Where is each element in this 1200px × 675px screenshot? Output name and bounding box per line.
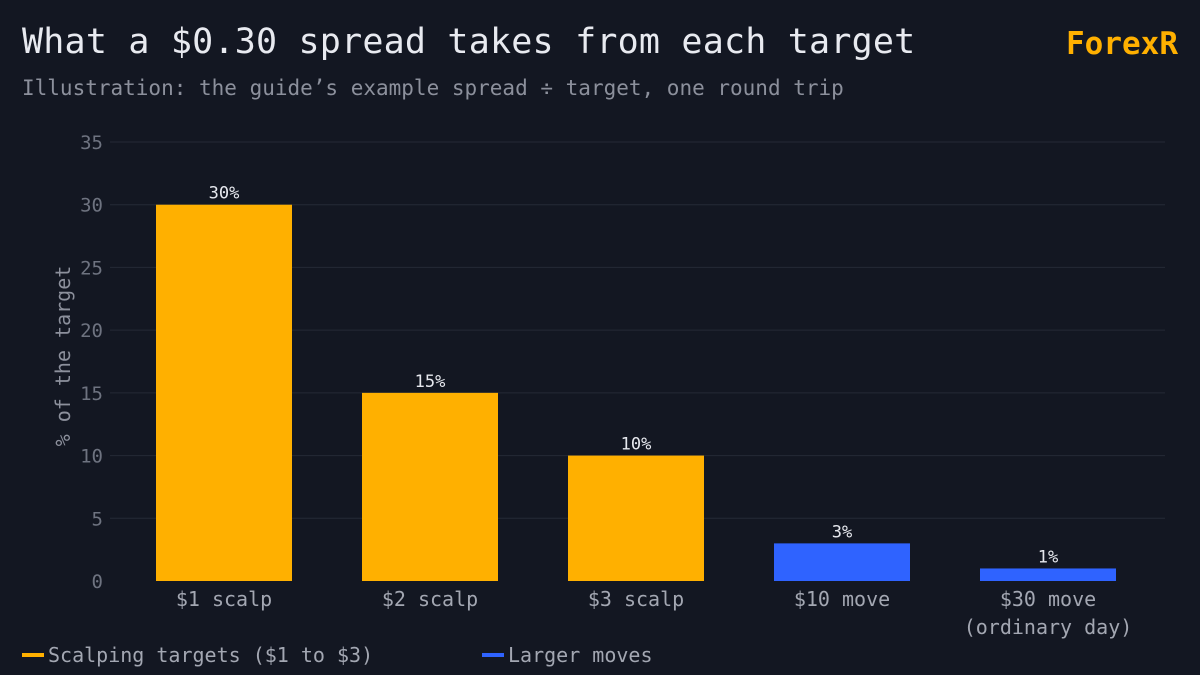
y-tick-label: 5 <box>92 508 103 530</box>
x-tick-label: $1 scalp <box>176 587 272 611</box>
bar <box>774 543 910 581</box>
chart-title: What a $0.30 spread takes from each targ… <box>22 22 916 62</box>
x-tick-label: $10 move <box>794 587 890 611</box>
legend-item-scalping: Scalping targets ($1 to $3) <box>22 643 373 667</box>
x-tick-label: $30 move <box>1000 587 1096 611</box>
data-label: 30% <box>209 184 240 204</box>
legend-swatch-scalping <box>22 653 44 657</box>
y-axis-label: % of the target <box>51 266 75 447</box>
chart-subtitle: Illustration: the guide’s example spread… <box>22 76 844 100</box>
bar <box>156 204 292 581</box>
x-tick-label: $3 scalp <box>588 587 684 611</box>
y-tick-label: 0 <box>92 571 103 593</box>
x-axis-ticks: $1 scalp $2 scalp $3 scalp $10 move $30 move… <box>176 587 1132 639</box>
y-tick-label: 30 <box>80 195 103 217</box>
y-axis-ticks: 0 5 10 15 20 25 30 35 <box>80 132 103 593</box>
x-tick-label: (ordinary day) <box>964 615 1133 639</box>
bar <box>568 455 704 581</box>
legend-swatch-larger <box>482 653 504 657</box>
brand-logo: ForexR <box>1066 26 1178 62</box>
y-tick-label: 35 <box>80 132 103 154</box>
y-tick-label: 10 <box>80 446 103 468</box>
bars <box>156 204 1116 581</box>
data-label: 10% <box>621 435 652 455</box>
data-label: 15% <box>415 372 446 392</box>
legend-label-larger: Larger moves <box>508 643 653 667</box>
y-tick-label: 15 <box>80 383 103 405</box>
y-tick-label: 20 <box>80 320 103 342</box>
data-labels: 30% 15% 10% 3% 1% <box>209 184 1059 568</box>
y-tick-label: 25 <box>80 257 103 279</box>
data-label: 1% <box>1038 547 1058 567</box>
data-label: 3% <box>832 522 852 542</box>
legend-item-larger: Larger moves <box>482 643 653 667</box>
bar <box>362 392 498 581</box>
legend-label-scalping: Scalping targets ($1 to $3) <box>48 643 374 667</box>
x-tick-label: $2 scalp <box>382 587 478 611</box>
bar <box>980 568 1116 581</box>
